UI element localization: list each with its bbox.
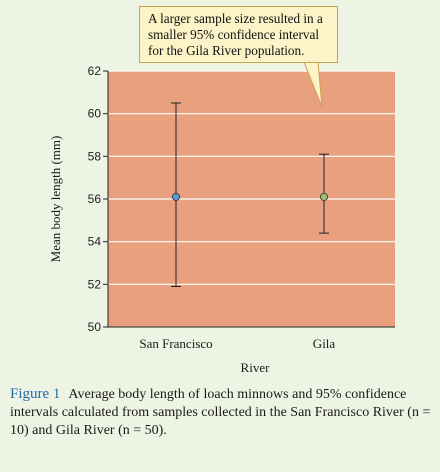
- callout-line-1: A larger sample size resulted in a: [148, 11, 323, 26]
- figure-caption: Figure 1 Average body length of loach min…: [10, 385, 435, 440]
- callout-line-2: smaller 95% confidence interval: [148, 27, 319, 42]
- y-tick-label-50: 50: [88, 320, 102, 334]
- y-tick-label-60: 60: [88, 107, 102, 121]
- annotation-callout: A larger sample size resulted in a small…: [139, 6, 338, 63]
- figure-label: Figure 1: [10, 386, 61, 402]
- y-axis: 50 52 54 56 58 60 62: [88, 64, 109, 334]
- y-tick-label-62: 62: [88, 64, 102, 78]
- gridlines: [108, 70, 395, 285]
- caption-text: Average body length of loach minnows and…: [10, 387, 431, 438]
- y-tick-label-56: 56: [88, 192, 102, 206]
- y-tick-label-58: 58: [88, 149, 102, 163]
- mean-point-gila: [319, 192, 328, 201]
- data-points: [171, 192, 328, 201]
- y-axis-label: Mean body length (mm): [48, 135, 63, 263]
- x-tick-label-gila: Gila: [312, 336, 336, 351]
- x-tick-label-san-francisco: San Francisco: [139, 336, 213, 351]
- mean-point-san-francisco: [171, 192, 180, 201]
- callout-line-3: for the Gila River population.: [148, 43, 305, 58]
- y-tick-label-54: 54: [88, 235, 102, 249]
- y-tick-label-52: 52: [88, 277, 102, 291]
- x-axis-label: River: [240, 360, 270, 375]
